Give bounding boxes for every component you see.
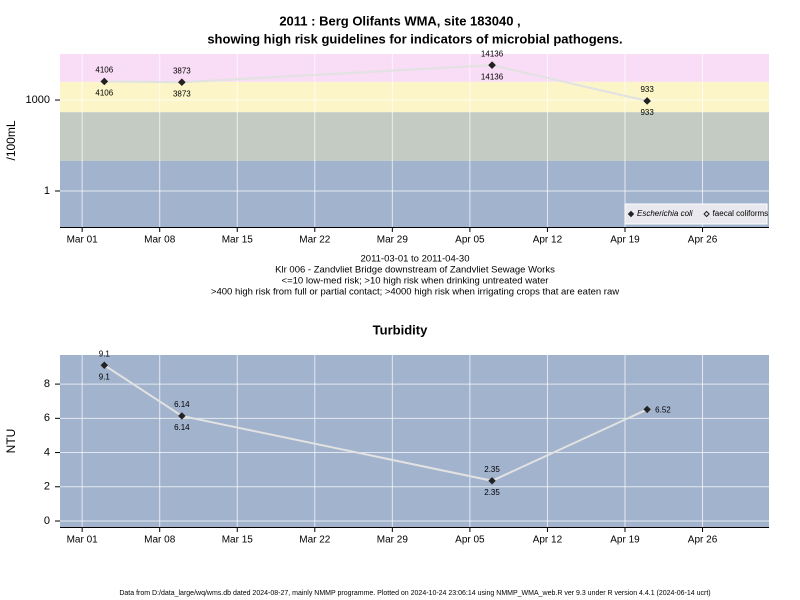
data-label: 933 [640, 85, 654, 94]
x-tick-label: Mar 08 [144, 535, 176, 546]
data-label: 6.52 [655, 406, 671, 415]
x-tick-label: Mar 22 [299, 535, 331, 546]
y-tick-label: 6 [44, 412, 50, 424]
data-label: 9.1 [99, 349, 111, 358]
chart-title: Turbidity [373, 322, 428, 337]
note: >400 high risk from full or partial cont… [211, 287, 619, 298]
data-label: 2.35 [484, 488, 500, 497]
x-tick-label: Mar 15 [222, 535, 254, 546]
y-tick-label: 1 [44, 185, 50, 197]
data-point [178, 412, 186, 420]
y-tick-label: 4 [44, 446, 50, 458]
data-point [488, 61, 496, 69]
chart-title: 2011 : Berg Olifants WMA, site 183040 , [279, 13, 520, 28]
y-tick-label: 8 [44, 378, 50, 390]
x-tick-label: Apr 05 [455, 535, 485, 546]
risk-band [60, 355, 769, 527]
data-label: 933 [640, 108, 654, 117]
legend-marker [627, 210, 635, 218]
data-label: 4106 [95, 66, 113, 75]
x-tick-label: Apr 12 [533, 535, 563, 546]
data-label: 4106 [95, 89, 113, 98]
x-tick-label: Mar 29 [377, 235, 409, 246]
note: Klr 006 - Zandvliet Bridge downstream of… [275, 265, 555, 276]
x-tick-label: Mar 08 [144, 235, 176, 246]
legend-box [624, 203, 768, 225]
x-tick-label: Mar 22 [299, 235, 331, 246]
risk-band [60, 54, 769, 82]
data-label: 2.35 [484, 465, 500, 474]
y-tick-label: 0 [44, 515, 50, 527]
data-point [178, 78, 186, 86]
data-label: 3873 [173, 66, 191, 75]
risk-band [60, 112, 769, 161]
y-tick-label: 1000 [26, 94, 50, 106]
x-tick-label: Mar 15 [222, 235, 254, 246]
x-tick-label: Mar 01 [67, 535, 99, 546]
y-axis-label: NTU [4, 429, 18, 454]
series-line [104, 64, 648, 102]
note: 2011-03-01 to 2011-04-30 [361, 254, 470, 265]
x-tick-label: Apr 26 [688, 535, 718, 546]
data-point [100, 361, 109, 369]
x-tick-label: Mar 01 [67, 235, 99, 246]
series-line [103, 364, 648, 482]
data-point [488, 477, 496, 485]
footer: Data from D:/data_large/wq/wms.db dated … [119, 590, 710, 597]
x-tick-label: Apr 19 [610, 535, 640, 546]
x-tick-label: Apr 12 [533, 235, 563, 246]
data-label: 3873 [173, 89, 191, 98]
risk-band [60, 81, 769, 113]
data-point [100, 77, 109, 86]
legend-label: faecal coliforms [713, 209, 769, 218]
data-point [643, 405, 651, 414]
legend-label: Escherichia coli [637, 209, 693, 218]
data-label: 14136 [481, 49, 504, 58]
y-axis-label: /100mL [4, 120, 18, 160]
data-label: 6.14 [174, 400, 190, 409]
data-point [643, 97, 651, 105]
x-tick-label: Apr 05 [455, 235, 485, 246]
x-tick-label: Apr 19 [610, 235, 640, 246]
legend-marker [703, 210, 710, 218]
y-tick-label: 2 [44, 481, 50, 493]
note: <=10 low-med risk; >10 high risk when dr… [282, 276, 549, 287]
chart-subtitle: showing high risk guidelines for indicat… [207, 31, 622, 46]
data-label: 9.1 [99, 372, 111, 381]
x-tick-label: Apr 26 [688, 235, 718, 246]
data-label: 14136 [481, 72, 504, 81]
data-label: 6.14 [174, 423, 190, 432]
x-tick-label: Mar 29 [377, 535, 409, 546]
